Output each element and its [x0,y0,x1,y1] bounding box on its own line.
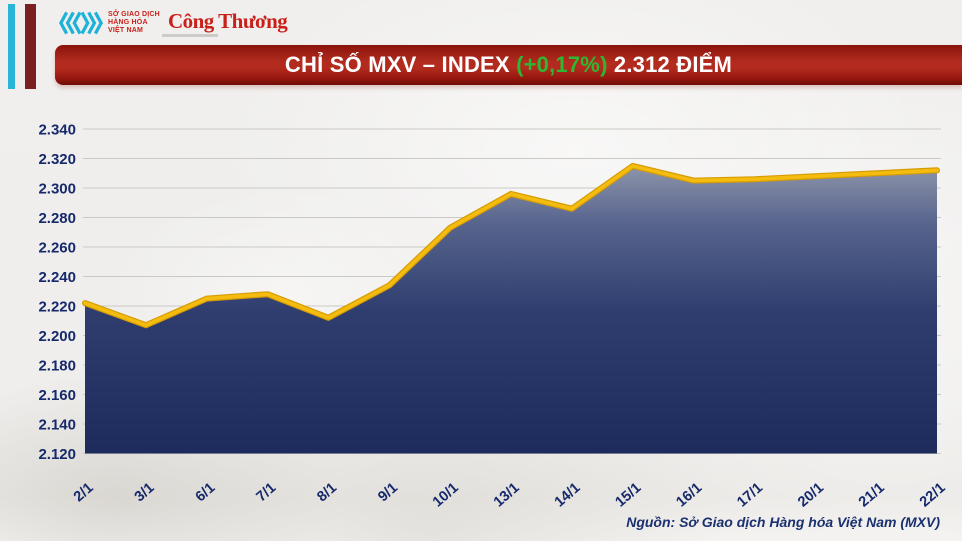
left-cyan-stripe [8,4,15,89]
x-tick-label: 17/1 [734,480,766,511]
mxv-logo-line1: SỞ GIAO DỊCH [108,10,160,18]
x-tick-label: 22/1 [917,480,949,511]
y-tick-label: 2.340 [38,122,76,139]
x-tick-label: 21/1 [856,480,888,511]
change-percent-badge: (+0,17%) [516,52,608,77]
y-axis-tick-labels: 2.340 2.320 2.300 2.280 2.260 2.240 2.220 2.200… [38,122,76,464]
y-tick-label: 2.180 [38,358,76,375]
mxv-logo-text: SỞ GIAO DỊCH HÀNG HÓA VIỆT NAM [108,11,160,35]
y-tick-label: 2.140 [38,417,76,434]
congthuong-logo: Công Thương [167,9,288,33]
title-banner: CHỈ SỐ MXV – INDEX (+0,17%) 2.312 ĐIỂM [55,45,962,85]
y-tick-label: 2.300 [38,181,76,198]
x-tick-label: 13/1 [491,480,523,511]
x-tick-label: 2/1 [71,480,97,505]
x-tick-label: 9/1 [375,480,401,505]
x-axis-tick-labels: 2/1 3/1 6/1 7/1 8/1 9/1 10/1 13/1 14/1 15/1 16/1 17… [71,480,949,511]
y-tick-label: 2.240 [38,269,76,286]
y-tick-label: 2.320 [38,151,76,168]
y-tick-label: 2.200 [38,328,76,345]
x-tick-label: 6/1 [193,480,219,505]
x-tick-label: 16/1 [673,480,705,511]
source-note: Nguồn: Sở Giao dịch Hàng hóa Việt Nam (M… [626,514,940,530]
mxv-logo-line3: VIỆT NAM [108,27,144,35]
x-tick-label: 8/1 [314,480,340,505]
chart-title-prefix: CHỈ SỐ MXV – INDEX [284,52,517,77]
y-tick-label: 2.160 [38,387,76,404]
x-tick-label: 3/1 [132,480,158,505]
chart-title-suffix: 2.312 ĐIỂM [607,52,733,77]
congthuong-logo-subline [161,34,218,37]
left-maroon-stripe [25,4,36,89]
y-tick-label: 2.220 [38,299,76,316]
area-fill [85,165,937,454]
x-tick-label: 7/1 [254,480,280,505]
y-tick-label: 2.120 [38,446,76,463]
x-tick-label: 10/1 [430,480,462,511]
y-tick-label: 2.280 [38,210,76,227]
y-tick-label: 2.260 [38,240,76,257]
x-tick-label: 14/1 [552,480,584,511]
mxv-diamond-icon [59,11,103,35]
mxv-logo-line2: HÀNG HÓA [108,18,148,26]
index-line [83,164,939,328]
x-tick-label: 20/1 [795,480,827,511]
chart-title: CHỈ SỐ MXV – INDEX (+0,17%) 2.312 ĐIỂM [285,52,732,78]
logo-row: SỞ GIAO DỊCH HÀNG HÓA VIỆT NAM Công Thươ… [58,6,288,40]
x-tick-label: 15/1 [613,480,645,511]
